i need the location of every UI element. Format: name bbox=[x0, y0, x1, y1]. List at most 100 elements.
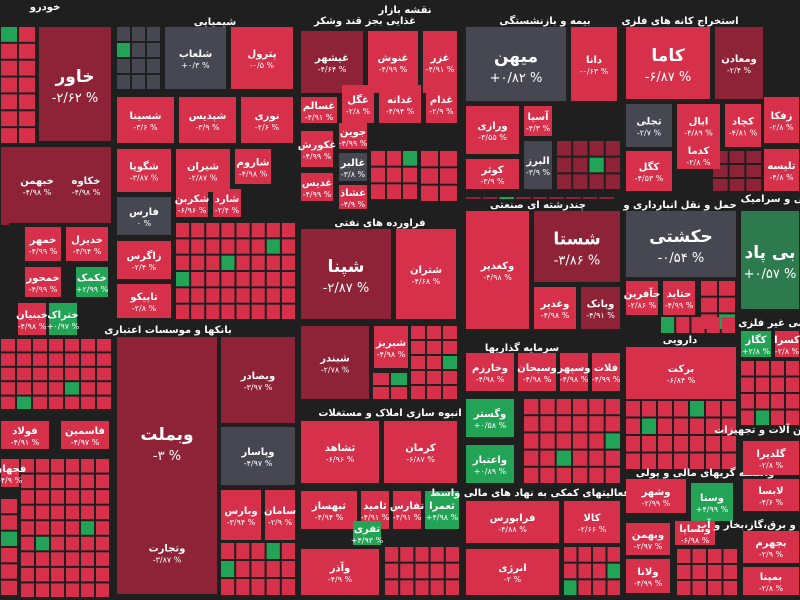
minor-tile[interactable] bbox=[443, 356, 457, 369]
minor-tile[interactable] bbox=[1, 531, 17, 546]
minor-tile[interactable] bbox=[96, 552, 109, 566]
minor-tile[interactable] bbox=[19, 128, 35, 143]
tile-14-1[interactable]: وسنا+۴/۹۹ % bbox=[691, 483, 733, 521]
minor-tile[interactable] bbox=[440, 185, 457, 201]
minor-tile[interactable] bbox=[266, 223, 280, 238]
tile-1-11[interactable]: زاگرس-۲/۴ % bbox=[117, 241, 171, 279]
tile-10-5[interactable]: واعتبار+۰/۸۹ % bbox=[466, 445, 514, 483]
minor-tile[interactable] bbox=[251, 288, 265, 303]
tile-11-0[interactable]: ثشاهد-۶/۹۶ % bbox=[301, 421, 379, 483]
minor-tile[interactable] bbox=[708, 581, 722, 595]
minor-tile[interactable] bbox=[49, 339, 63, 352]
minor-tile[interactable] bbox=[706, 453, 720, 470]
minor-tile[interactable] bbox=[65, 396, 79, 409]
minor-tile[interactable] bbox=[786, 361, 799, 376]
tile-11-6[interactable]: تفری+۴/۹۳ % bbox=[351, 521, 384, 545]
minor-tile[interactable] bbox=[36, 490, 49, 504]
minor-tile[interactable] bbox=[19, 60, 35, 76]
minor-tile[interactable] bbox=[676, 317, 690, 333]
minor-tile[interactable] bbox=[66, 583, 79, 597]
minor-tile[interactable] bbox=[1, 77, 17, 93]
minor-tile[interactable] bbox=[33, 339, 47, 352]
tile-6-0[interactable]: شپنا -۲/۸۷ % bbox=[301, 229, 391, 319]
minor-tile[interactable] bbox=[445, 580, 459, 595]
minor-tile[interactable] bbox=[206, 288, 220, 303]
minor-tile[interactable] bbox=[221, 304, 235, 319]
minor-tile[interactable] bbox=[21, 490, 34, 504]
minor-tile[interactable] bbox=[21, 459, 34, 473]
minor-tile[interactable] bbox=[266, 561, 280, 577]
minor-tile[interactable] bbox=[626, 436, 640, 452]
minor-tile[interactable] bbox=[573, 399, 588, 415]
minor-tile[interactable] bbox=[556, 399, 571, 415]
tile-2-0[interactable]: غیشهر-۴/۶۴ % bbox=[301, 31, 363, 93]
minor-tile[interactable] bbox=[573, 416, 588, 432]
minor-tile[interactable] bbox=[440, 151, 457, 167]
minor-tile[interactable] bbox=[1, 580, 17, 595]
minor-tile[interactable] bbox=[403, 184, 417, 199]
tile-21-3[interactable]: فجهان-۴/۹ % bbox=[0, 459, 26, 487]
tile-7-3[interactable]: وبانک-۴/۹۱ % bbox=[581, 287, 620, 329]
tile-1-12[interactable]: تاپیکو-۲/۸ % bbox=[117, 284, 171, 318]
minor-tile[interactable] bbox=[706, 418, 720, 435]
minor-tile[interactable] bbox=[589, 399, 604, 415]
minor-tile[interactable] bbox=[281, 239, 295, 254]
minor-tile[interactable] bbox=[1, 128, 17, 143]
tile-1-1[interactable]: پترول-۰/۵ % bbox=[231, 27, 293, 89]
minor-tile[interactable] bbox=[593, 563, 606, 579]
tile-13-1[interactable]: کالا-۲/۶۶ % bbox=[564, 501, 620, 543]
minor-tile[interactable] bbox=[17, 396, 31, 409]
minor-tile[interactable] bbox=[440, 168, 457, 184]
tile-4-3[interactable]: ابال-۴/۸۹ % bbox=[677, 104, 720, 147]
minor-tile[interactable] bbox=[191, 304, 205, 319]
minor-tile[interactable] bbox=[729, 179, 745, 191]
minor-tile[interactable] bbox=[566, 197, 581, 199]
minor-tile[interactable] bbox=[400, 547, 414, 562]
minor-tile[interactable] bbox=[236, 239, 250, 254]
minor-tile[interactable] bbox=[516, 197, 531, 199]
tile-10-0[interactable]: وخارزم-۴/۹۸ % bbox=[466, 353, 514, 391]
tile-10-2[interactable]: وسپهر-۴/۹۸ % bbox=[557, 353, 591, 391]
minor-tile[interactable] bbox=[605, 433, 620, 449]
minor-tile[interactable] bbox=[443, 341, 457, 354]
tile-11-7[interactable]: وآذر-۴/۹ % bbox=[301, 549, 379, 595]
minor-tile[interactable] bbox=[532, 197, 548, 199]
tile-3-5[interactable]: کوثر-۳/۹ % bbox=[466, 159, 519, 189]
minor-tile[interactable] bbox=[1, 564, 17, 579]
tile-2-5[interactable]: غدانه-۴/۹۴ % bbox=[379, 85, 421, 123]
tile-2-3[interactable]: غسالم-۴/۹۱ % bbox=[301, 97, 337, 123]
minor-tile[interactable] bbox=[49, 382, 63, 395]
minor-tile[interactable] bbox=[691, 317, 705, 333]
minor-tile[interactable] bbox=[430, 547, 444, 562]
minor-tile[interactable] bbox=[281, 579, 295, 595]
minor-tile[interactable] bbox=[411, 341, 425, 354]
minor-tile[interactable] bbox=[564, 580, 577, 595]
minor-tile[interactable] bbox=[443, 371, 457, 384]
minor-tile[interactable] bbox=[97, 396, 111, 409]
minor-tile[interactable] bbox=[524, 399, 539, 415]
minor-tile[interactable] bbox=[1, 27, 17, 42]
minor-tile[interactable] bbox=[692, 581, 707, 595]
minor-tile[interactable] bbox=[385, 563, 399, 579]
minor-tile[interactable] bbox=[51, 583, 64, 597]
minor-tile[interactable] bbox=[746, 165, 761, 177]
minor-tile[interactable] bbox=[66, 536, 79, 551]
minor-tile[interactable] bbox=[281, 543, 295, 559]
minor-tile[interactable] bbox=[236, 561, 250, 577]
minor-tile[interactable] bbox=[66, 505, 79, 520]
minor-tile[interactable] bbox=[421, 151, 438, 167]
tile-17-1[interactable]: کسرا-۲/۸ % bbox=[774, 331, 800, 357]
minor-tile[interactable] bbox=[427, 371, 441, 384]
minor-tile[interactable] bbox=[21, 505, 34, 520]
minor-tile[interactable] bbox=[692, 565, 707, 579]
minor-tile[interactable] bbox=[557, 174, 572, 189]
minor-tile[interactable] bbox=[677, 565, 691, 579]
minor-tile[interactable] bbox=[221, 223, 235, 238]
tile-13-0[interactable]: فرابورس-۴/۸۸ % bbox=[466, 501, 559, 543]
minor-tile[interactable] bbox=[411, 371, 425, 384]
minor-tile[interactable] bbox=[1, 499, 17, 514]
tile-10-3[interactable]: فلات-۴/۹۹ % bbox=[592, 353, 621, 391]
minor-tile[interactable] bbox=[236, 272, 250, 287]
minor-tile[interactable] bbox=[573, 433, 588, 449]
minor-tile[interactable] bbox=[722, 418, 736, 435]
